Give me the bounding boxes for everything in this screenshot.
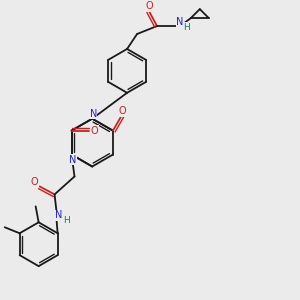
Text: N: N xyxy=(176,17,184,27)
Text: N: N xyxy=(89,109,97,119)
Text: O: O xyxy=(145,1,153,11)
Text: N: N xyxy=(69,154,76,164)
Text: O: O xyxy=(31,178,38,188)
Text: H: H xyxy=(63,216,70,225)
Text: N: N xyxy=(55,210,62,220)
Text: O: O xyxy=(118,106,126,116)
Text: O: O xyxy=(91,126,98,136)
Text: H: H xyxy=(184,22,190,32)
